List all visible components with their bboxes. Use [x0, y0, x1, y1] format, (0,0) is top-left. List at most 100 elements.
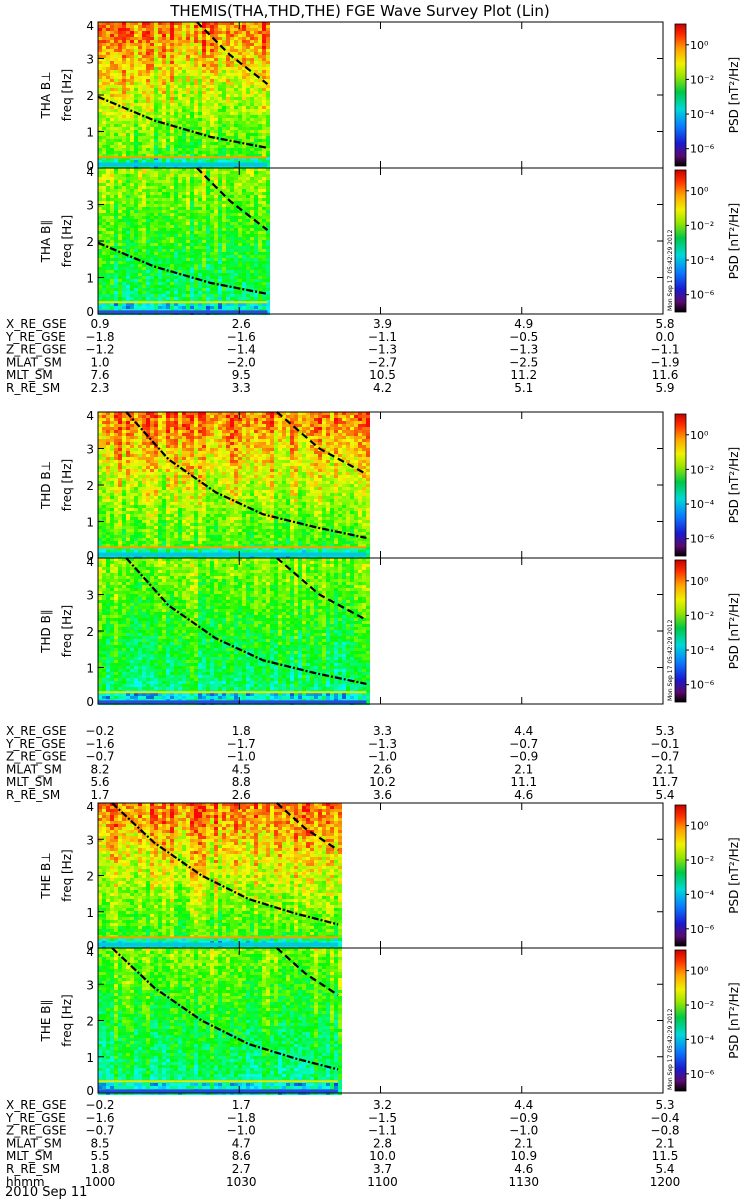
spectrogram-cells — [98, 22, 270, 169]
colorbar-tick-label: 10⁻⁶ — [690, 923, 715, 936]
date-label: 2010 Sep 11 — [5, 1185, 87, 1200]
panel-ylabel: THE B∥ — [39, 1000, 53, 1043]
y-tick-label: 4 — [86, 945, 94, 959]
colorbar-tick-label: 10⁻⁴ — [690, 254, 715, 267]
panel-ylabel-freq: freq [Hz] — [60, 459, 74, 511]
timestamp-stamp: Mon Sep 17 05:42:29 2012 — [667, 619, 674, 701]
colorbar: 10⁰ 10⁻² 10⁻⁴ 10⁻⁶ PSD [nT²/Hz] — [675, 805, 741, 946]
ephemeris-value: 4.2 — [373, 381, 392, 395]
ephemeris-value: 1130 — [508, 1175, 539, 1189]
low-freq-band — [98, 1080, 338, 1082]
ephemeris-table: X_RE_GSE 0.9 2.6 3.9 4.9 5.8Y_RE_GSE −1.8 −1.6−… — [5, 317, 680, 395]
colorbar-tick-label: 10⁰ — [690, 575, 709, 588]
y-tick-label: 3 — [86, 833, 94, 847]
colorbar-tick-label: 10⁰ — [690, 965, 709, 978]
spectrogram-cells — [98, 168, 270, 315]
ephemeris-value: 1030 — [226, 1175, 257, 1189]
spectrogram-cells — [98, 412, 370, 559]
y-tick-label: 0 — [86, 1084, 94, 1098]
colorbar-label: PSD [nT²/Hz] — [727, 982, 741, 1058]
y-tick-label: 1 — [86, 126, 94, 140]
colorbar-tick-label: 10⁻⁶ — [690, 679, 715, 692]
colorbar-label: PSD [nT²/Hz] — [727, 837, 741, 913]
colorbar-tick-label: 10⁻⁶ — [690, 533, 715, 546]
colorbar-tick-label: 10⁻⁴ — [690, 108, 715, 121]
colorbar-tick-label: 10⁻² — [690, 854, 714, 867]
y-tick-label: 3 — [86, 199, 94, 213]
panel-ylabel: THD B∥ — [39, 609, 53, 654]
low-freq-band — [98, 943, 338, 947]
y-tick-label: 4 — [86, 555, 94, 569]
panel-ylabel: THA B⊥ — [39, 71, 53, 119]
panel-ylabel-freq: freq [Hz] — [60, 994, 74, 1046]
low-freq-band — [98, 936, 338, 938]
panel-ylabel-freq: freq [Hz] — [60, 605, 74, 657]
panel-ylabel: THA B∥ — [39, 220, 53, 264]
y-tick-label: 1 — [86, 906, 94, 920]
y-tick-label: 1 — [86, 1051, 94, 1065]
low-freq-band — [98, 156, 268, 158]
colorbar-tick-label: 10⁻⁶ — [690, 1068, 715, 1081]
y-tick-label: 2 — [86, 870, 94, 884]
y-tick-label: 2 — [86, 1015, 94, 1029]
y-tick-label: 3 — [86, 978, 94, 992]
colorbar-tick-label: 10⁰ — [690, 185, 709, 198]
y-tick-label: 2 — [86, 89, 94, 103]
y-tick-label: 3 — [86, 589, 94, 603]
y-tick-label: 2 — [86, 479, 94, 493]
ephemeris-value: 5.1 — [514, 381, 533, 395]
ephemeris-value: 1100 — [367, 1175, 398, 1189]
colorbar-tick-label: 10⁻⁴ — [690, 644, 715, 657]
colorbar-tick-label: 10⁰ — [690, 429, 709, 442]
colorbar-tick-label: 10⁻² — [690, 73, 714, 86]
colorbar-tick-label: 10⁰ — [690, 820, 709, 833]
low-freq-band — [98, 691, 366, 693]
y-tick-label: 2 — [86, 235, 94, 249]
ephemeris-value: 1.7 — [90, 788, 109, 802]
low-freq-band — [98, 163, 268, 167]
ephemeris-value: 2.3 — [90, 381, 109, 395]
timestamp-stamp: Mon Sep 17 05:42:29 2012 — [667, 1008, 674, 1090]
ephemeris-value: 5.9 — [655, 381, 674, 395]
colorbar-tick-label: 10⁻² — [690, 999, 714, 1012]
colorbar-tick-label: 10⁻² — [690, 463, 714, 476]
timestamp-stamp: Mon Sep 17 05:42:29 2012 — [667, 229, 674, 311]
figure-title: THEMIS(THA,THD,THE) FGE Wave Survey Plot… — [169, 2, 550, 20]
panel-ylabel-freq: freq [Hz] — [60, 69, 74, 121]
panels-layer: 0 1 2 3 4 THA B⊥ freq [Hz] 10⁰ 10⁻² 10⁻⁴ 10⁻⁶ PSD [… — [39, 19, 741, 1098]
low-freq-band — [98, 700, 366, 703]
ephemeris-value: 1000 — [85, 1175, 116, 1189]
colorbar-tick-label: 10⁻⁴ — [690, 888, 715, 901]
colorbar-tick-label: 10⁻² — [690, 609, 714, 622]
y-tick-label: 4 — [86, 19, 94, 33]
low-freq-band — [98, 1089, 338, 1092]
low-freq-band — [98, 546, 366, 548]
ephemeris-table: X_RE_GSE −0.2 1.7 3.2 4.4 5.3Y_RE_GSE −1.6 −1.8… — [5, 1098, 680, 1189]
colorbar-tick-label: 10⁰ — [690, 39, 709, 52]
colorbar-tick-label: 10⁻⁶ — [690, 289, 715, 302]
y-tick-label: 4 — [86, 165, 94, 179]
ephemeris-row-label: R_RE_SM — [6, 381, 60, 395]
y-tick-label: 2 — [86, 625, 94, 639]
y-tick-label: 1 — [86, 516, 94, 530]
y-tick-label: 0 — [86, 695, 94, 709]
ephemeris-value: 3.3 — [232, 381, 251, 395]
ephemeris-value: 1200 — [650, 1175, 681, 1189]
colorbar-label: PSD [nT²/Hz] — [727, 447, 741, 523]
panel-ylabel-freq: freq [Hz] — [60, 849, 74, 901]
panel-ylabel-freq: freq [Hz] — [60, 215, 74, 267]
low-freq-band — [98, 553, 366, 557]
ephemeris-table: X_RE_GSE −0.2 1.8 3.3 4.4 5.3Y_RE_GSE −1.6 −1.7… — [5, 724, 680, 802]
y-tick-label: 4 — [86, 409, 94, 423]
y-tick-label: 3 — [86, 53, 94, 67]
ephemeris-value: 5.4 — [655, 788, 674, 802]
ephemeris-row-label: R_RE_SM — [6, 788, 60, 802]
colorbar-tick-label: 10⁻⁶ — [690, 143, 715, 156]
